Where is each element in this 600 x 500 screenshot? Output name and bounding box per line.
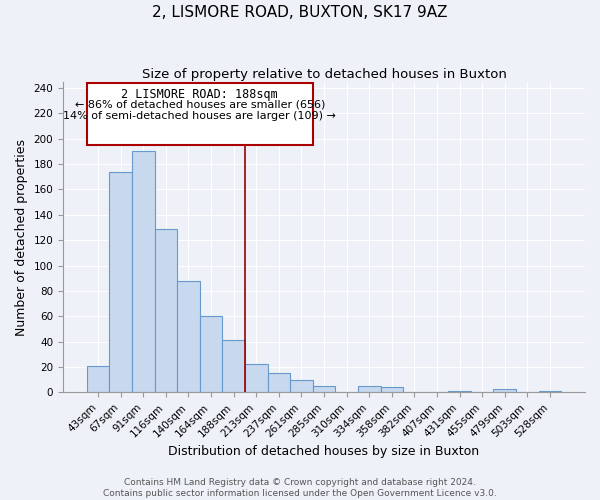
Bar [313, 386, 335, 392]
Text: Contains HM Land Registry data © Crown copyright and database right 2024.
Contai: Contains HM Land Registry data © Crown c… [103, 478, 497, 498]
Bar [268, 374, 290, 392]
Bar [380, 388, 403, 392]
Bar [132, 152, 155, 392]
Bar [155, 229, 177, 392]
Bar [223, 340, 245, 392]
Bar [290, 380, 313, 392]
Bar [87, 83, 313, 145]
Bar [448, 391, 471, 392]
Bar [200, 316, 223, 392]
Text: 2 LISMORE ROAD: 188sqm: 2 LISMORE ROAD: 188sqm [121, 88, 278, 101]
Bar [245, 364, 268, 392]
Text: ← 86% of detached houses are smaller (656): ← 86% of detached houses are smaller (65… [74, 100, 325, 110]
X-axis label: Distribution of detached houses by size in Buxton: Distribution of detached houses by size … [169, 444, 479, 458]
Text: 14% of semi-detached houses are larger (109) →: 14% of semi-detached houses are larger (… [63, 111, 336, 121]
Text: 2, LISMORE ROAD, BUXTON, SK17 9AZ: 2, LISMORE ROAD, BUXTON, SK17 9AZ [152, 5, 448, 20]
Y-axis label: Number of detached properties: Number of detached properties [15, 138, 28, 336]
Bar [358, 386, 380, 392]
Bar [177, 281, 200, 392]
Bar [109, 172, 132, 392]
Bar [539, 391, 561, 392]
Bar [493, 388, 516, 392]
Bar [87, 366, 109, 392]
Title: Size of property relative to detached houses in Buxton: Size of property relative to detached ho… [142, 68, 506, 80]
